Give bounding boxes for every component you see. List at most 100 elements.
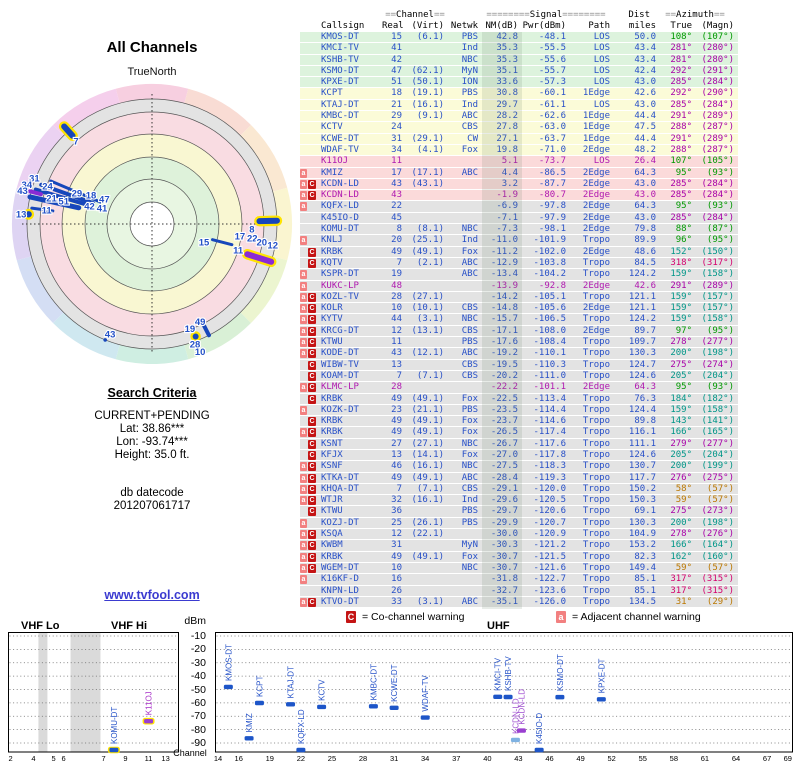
callsign-cell: KMBC-DT xyxy=(321,111,359,122)
col-header-true: True xyxy=(670,21,692,31)
x-tick-label: 34 xyxy=(421,754,429,763)
table-row: C KQTV 7 (2.1) ABC -12.9 -103.8 Tropo 84.5 318° (3… xyxy=(300,257,738,270)
table-row: a C WGEM-DT 10 NBC -30.7 -121.6 Tropo 149.4 59° (5… xyxy=(300,562,738,575)
adjacent-channel-legend: a = Adjacent channel warning xyxy=(556,611,701,623)
col-header-miles: miles xyxy=(628,21,656,31)
compass-halo-sector xyxy=(53,312,120,360)
compass-halo-sector xyxy=(53,88,120,136)
callsign-cell: KRCG-DT xyxy=(321,325,359,336)
adjacent-warning-icon: a xyxy=(300,326,307,336)
callsign-cell: KQTV xyxy=(321,257,343,268)
station-marker xyxy=(27,194,82,211)
table-row: C KRBK 49 (49.1) Fox -23.7 -114.6 Tropo 89.8 143°… xyxy=(300,416,738,428)
adjacent-warning-icon: a xyxy=(300,168,307,178)
signal-point-label: KCDN-LD xyxy=(517,689,526,725)
x-tick-label: 67 xyxy=(763,754,771,763)
table-row: a C KRBK 49 (49.1) Fox -26.5 -117.4 Tropo 116.1 16… xyxy=(300,427,738,439)
channel-number-label: 24 xyxy=(42,181,53,192)
co-channel-warning-icon: C xyxy=(308,417,316,427)
signal-point-label: K11OJ xyxy=(145,691,154,715)
table-row: a C KRBK 49 (49.1) Fox -30.7 -121.5 Tropo 82.3 162… xyxy=(300,551,738,563)
table-row: a KSPR-DT 19 ABC -13.4 -104.2 Tropo 124.2 159° (1… xyxy=(300,269,738,281)
table-row: a C KSQA 12 (22.1) -30.0 -120.9 Tropo 104.9 278°(… xyxy=(300,529,738,541)
vhf-hi-band-title: VHF Hi xyxy=(108,620,151,632)
compass-halo-sector xyxy=(184,312,251,360)
callsign-cell: KCDN-LD xyxy=(321,190,359,201)
adjacent-warning-icon: a xyxy=(300,563,307,573)
co-channel-warning-icon: C xyxy=(308,371,316,381)
signal-point xyxy=(109,747,119,753)
signal-point xyxy=(389,705,399,711)
station-marker xyxy=(211,238,234,247)
signal-point-label: KSHB-TV xyxy=(504,656,513,691)
table-row: a KMIZ 17 (17.1) ABC 4.4 -86.5 2Edge 64.3 95° (93°… xyxy=(300,167,738,179)
co-channel-legend: C = Co-channel warning xyxy=(346,611,464,623)
table-row: a C KODE-DT 43 (12.1) ABC -19.2 -110.1 Tropo 130.… xyxy=(300,348,738,360)
col-header-pwr: Pwr(dBm) xyxy=(522,21,566,31)
co-channel-warning-icon: C xyxy=(308,530,316,540)
table-row: KCTV 24 CBS 27.8 -63.0 1Edge 47.5 288° (287°) xyxy=(300,122,738,134)
table-row: a C KOLR 10 (10.1) CBS -14.8 -105.6 2Edge 121.1 15… xyxy=(300,303,738,315)
compass-halo-sector xyxy=(16,125,64,192)
adjacent-warning-icon: a xyxy=(300,236,307,246)
adjacent-warning-icon: a xyxy=(300,383,307,393)
compass-halo-sector xyxy=(184,88,251,136)
table-row: K45IO-D 45 -7.1 -97.9 2Edge 43.0 285° (284°) xyxy=(300,212,738,225)
channel-number-label: 17 xyxy=(235,232,246,243)
channel-number-label: 11 xyxy=(42,205,53,216)
callsign-cell: KRBK xyxy=(321,393,343,404)
compass-halo-sector xyxy=(115,344,189,364)
adjacent-warning-icon: a xyxy=(300,292,307,302)
dbm-tick-label: -30 xyxy=(190,656,206,669)
dbm-tick-label: -60 xyxy=(190,696,206,709)
col-header-virt: (Virt) xyxy=(411,21,444,31)
callsign-cell: KYTV xyxy=(321,314,343,325)
channel-number-label: 28 xyxy=(190,340,201,351)
signal-point-label: K45IO-D xyxy=(535,713,544,744)
callsign-cell: KMCI-TV xyxy=(321,43,359,54)
signal-table: ==Channel== ========Signal======== Dist … xyxy=(300,10,738,609)
adjacent-warning-icon: a xyxy=(300,473,307,483)
table-row: a C KLMC-LP 28 -22.2 -101.1 2Edge 64.3 95° (93°) xyxy=(300,382,738,394)
signal-point xyxy=(317,704,327,710)
table-row: a K16KF-D 16 -31.8 -122.7 Tropo 85.1 317° (315°) xyxy=(300,574,738,586)
channel-axis-label: Channel xyxy=(173,748,207,758)
callsign-cell: KWBM xyxy=(321,540,343,551)
x-tick-label: 2 xyxy=(8,754,12,763)
co-channel-warning-icon: C xyxy=(308,304,316,314)
co-channel-warning-icon: C xyxy=(308,450,316,460)
station-marker xyxy=(192,333,199,340)
vhf-strength-chart: 2 4 5 6 7 9 11 13 KOMU-DT K11OJ xyxy=(8,632,179,763)
table-row: C WIBW-TV 13 CBS -19.5 -110.3 Tropo 124.7 275° (2… xyxy=(300,359,738,371)
table-row: C KFJX 13 (14.1) Fox -27.0 -117.8 Tropo 124.6 205… xyxy=(300,449,738,462)
callsign-cell: WIBW-TV xyxy=(321,359,359,370)
tvfool-link[interactable]: www.tvfool.com xyxy=(104,588,200,602)
table-row: C KTWU 36 PBS -29.7 -120.6 Tropo 69.1 275° (273°) xyxy=(300,506,738,518)
non-tv-spectrum-band xyxy=(38,633,48,752)
dbm-tick-label: -20 xyxy=(190,643,206,656)
signal-point-label: KSMO-DT xyxy=(556,654,565,691)
channel-number-label: 34 xyxy=(22,180,33,191)
adjacent-warning-icon: a xyxy=(300,281,307,291)
table-row: a C KHQA-DT 7 (7.1) CBS -29.1 -120.0 Tropo 150.2 5… xyxy=(300,483,738,496)
table-row: KOMU-DT 8 (8.1) NBC -7.3 -98.1 2Edge 79.8 88° (87… xyxy=(300,224,738,236)
co-channel-warning-icon: C xyxy=(308,428,316,438)
table-row: KMOS-DT 15 (6.1) PBS 42.8 -48.1 LOS 50.0 108° (10… xyxy=(300,32,738,44)
x-tick-label: 37 xyxy=(452,754,460,763)
callsign-cell: K11OJ xyxy=(321,156,349,167)
callsign-cell: KODE-DT xyxy=(321,348,359,359)
channel-number-label: 43 xyxy=(105,329,116,340)
latitude: Lat: 38.86*** xyxy=(119,423,185,435)
signal-point xyxy=(254,700,264,706)
callsign-cell: WDAF-TV xyxy=(321,144,359,155)
callsign-cell: KRBK xyxy=(321,551,343,562)
col-header-path: Path xyxy=(588,21,610,31)
channel-number-label: 51 xyxy=(58,196,69,207)
table-row: a C KWBM 31 MyN -30.3 -121.2 Tropo 153.2 166° (164… xyxy=(300,540,738,552)
adjacent-warning-icon: a xyxy=(300,496,307,506)
channel-number-label: 13 xyxy=(16,209,27,220)
station-marker xyxy=(28,189,43,197)
channel-number-label: 21 xyxy=(46,194,57,205)
callsign-cell: KRBK xyxy=(321,416,343,427)
callsign-cell: KUKC-LP xyxy=(321,280,359,291)
